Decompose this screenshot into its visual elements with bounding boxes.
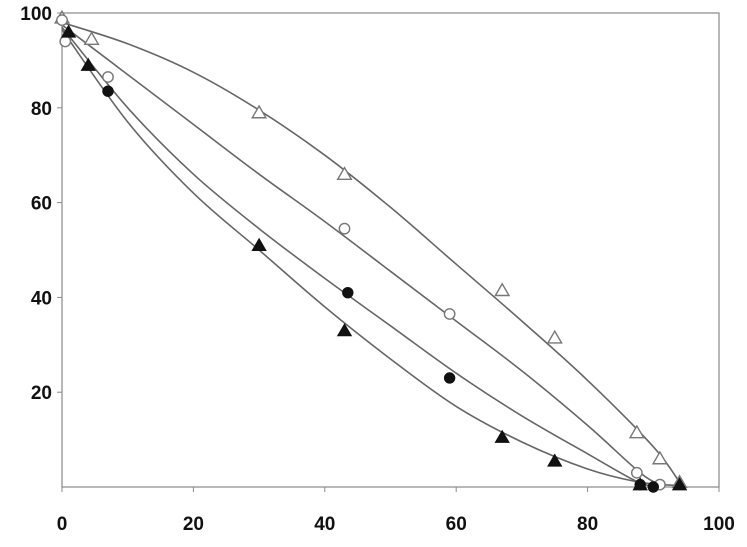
x-tick-label: 60 xyxy=(446,514,467,535)
fit-curve-filled-circle xyxy=(61,26,654,488)
data-point-filled-circle xyxy=(647,481,659,493)
x-tick-label: 80 xyxy=(577,514,598,535)
data-point-filled-triangle xyxy=(547,453,563,467)
data-point-filled-triangle xyxy=(494,429,510,443)
fit-curves xyxy=(61,21,681,488)
plot-frame xyxy=(61,12,720,488)
data-point-open-triangle xyxy=(546,329,563,344)
x-tick-label: 0 xyxy=(57,514,68,535)
fit-curve-filled-triangle xyxy=(61,29,680,487)
data-point-filled-triangle xyxy=(632,477,648,491)
x-tick-label: 100 xyxy=(703,514,735,535)
x-tick-label: 20 xyxy=(183,514,204,535)
x-tick-label: 40 xyxy=(314,514,335,535)
data-point-open-triangle xyxy=(628,424,645,439)
y-tick-label: 40 xyxy=(31,288,52,309)
data-point-open-triangle xyxy=(336,166,353,181)
data-point-open-circle xyxy=(630,466,643,479)
data-point-filled-triangle xyxy=(80,57,96,71)
data-markers xyxy=(53,9,688,493)
data-point-filled-circle xyxy=(342,286,354,299)
data-point-filled-triangle xyxy=(671,477,688,491)
data-point-filled-circle xyxy=(443,372,456,384)
data-point-filled-triangle xyxy=(60,24,77,38)
data-point-open-triangle xyxy=(494,282,511,297)
data-point-open-circle xyxy=(59,35,72,48)
data-point-open-circle xyxy=(102,71,114,83)
y-tick-label: 20 xyxy=(31,383,52,404)
data-point-open-triangle xyxy=(83,31,100,45)
fit-curve-open-triangle xyxy=(61,21,681,483)
fit-curve-open-circle xyxy=(61,24,661,486)
data-point-open-triangle xyxy=(251,104,268,119)
data-point-open-circle xyxy=(443,308,456,320)
y-tick-label: 100 xyxy=(20,4,52,25)
data-point-filled-triangle xyxy=(336,323,353,337)
axes: 0 20 40 60 80 100 20 40 60 80 100 xyxy=(20,4,735,535)
data-point-open-triangle xyxy=(651,450,668,465)
data-point-filled-circle xyxy=(102,85,114,97)
data-point-open-circle xyxy=(338,222,351,235)
y-tick-label: 60 xyxy=(31,194,52,215)
y-tick-label: 80 xyxy=(31,99,52,120)
data-point-open-circle xyxy=(56,14,68,27)
data-point-filled-triangle xyxy=(251,237,267,251)
